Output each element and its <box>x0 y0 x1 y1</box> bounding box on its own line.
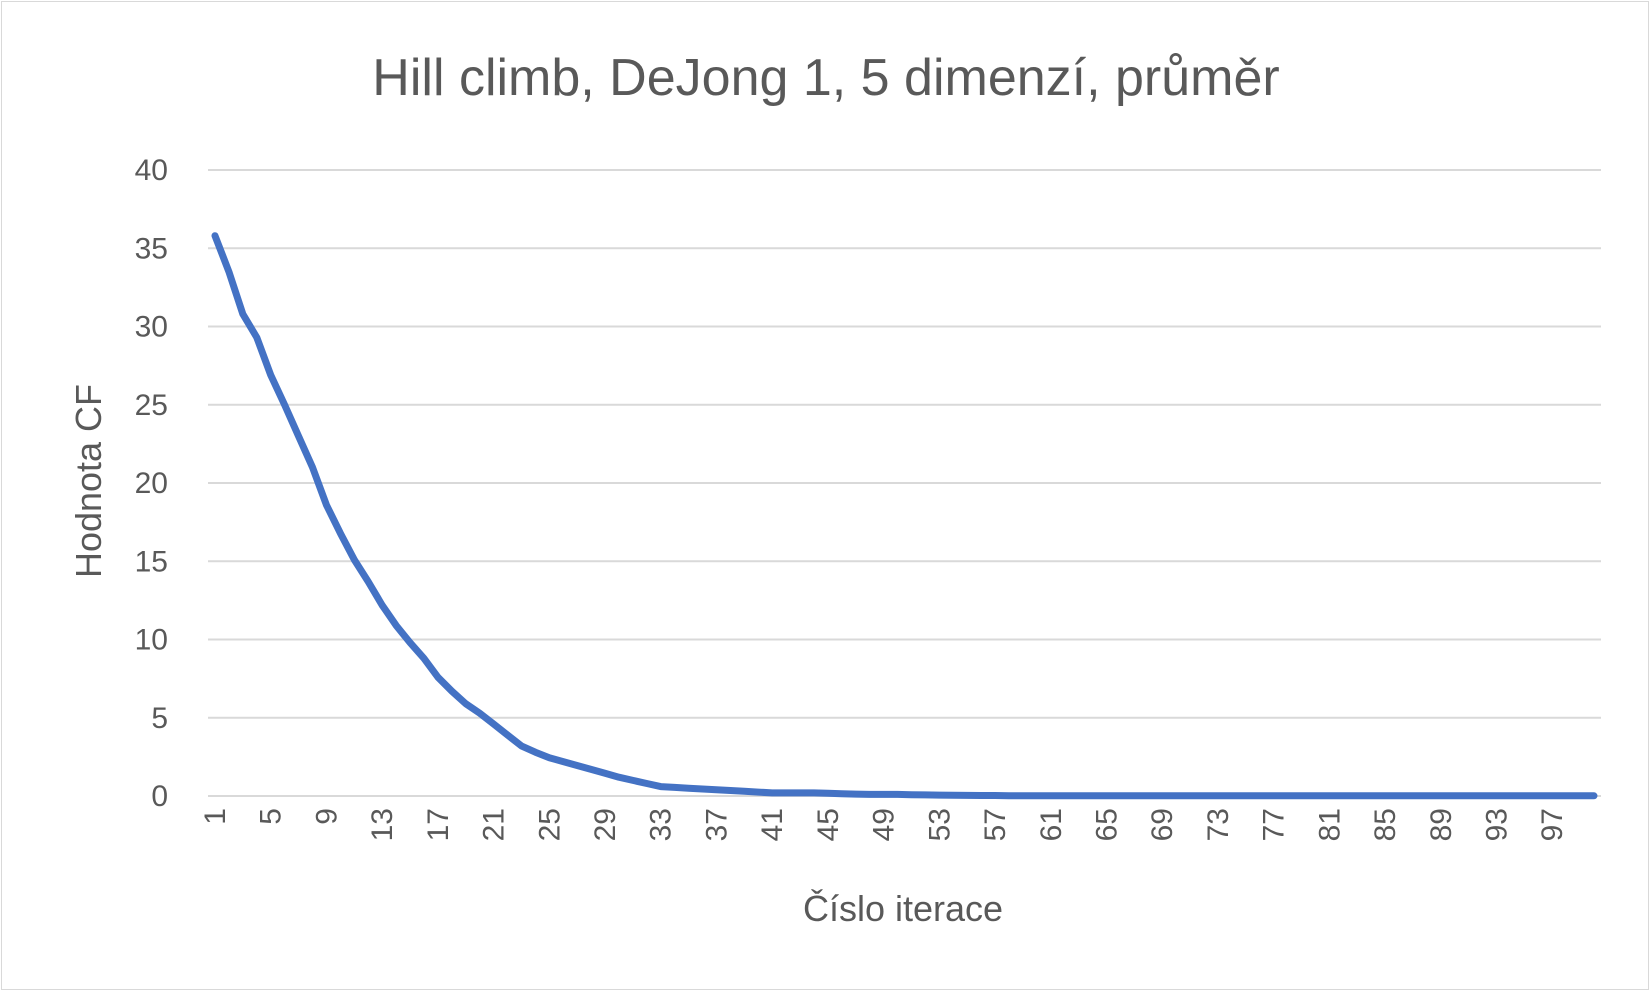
x-tick-label: 69 <box>1146 808 1179 841</box>
x-tick-label: 45 <box>812 808 845 841</box>
x-tick-label: 65 <box>1090 808 1123 841</box>
x-tick-label: 1 <box>199 808 232 825</box>
gridlines <box>208 169 1601 797</box>
x-tick-label: 29 <box>589 808 622 841</box>
y-tick-label: 25 <box>135 389 168 422</box>
y-tick-label: 15 <box>135 545 168 578</box>
x-tick-label: 5 <box>255 808 288 825</box>
x-tick-label: 53 <box>923 808 956 841</box>
y-tick-label: 35 <box>135 232 168 265</box>
x-tick-label: 77 <box>1258 808 1291 841</box>
x-tick-label: 49 <box>868 808 901 841</box>
x-tick-label: 81 <box>1313 808 1346 841</box>
series-line <box>211 232 1598 800</box>
y-axis-title: Hodnota CF <box>68 384 109 578</box>
x-tick-label: 89 <box>1425 808 1458 841</box>
y-tick-label: 20 <box>135 467 168 500</box>
x-tick-label: 93 <box>1481 808 1514 841</box>
x-tick-label: 61 <box>1035 808 1068 841</box>
y-tick-label: 5 <box>151 702 168 735</box>
x-axis-title: Číslo iterace <box>803 888 1003 929</box>
y-axis-ticks: 0 5 10 15 20 25 30 35 40 <box>135 154 168 813</box>
x-tick-label: 9 <box>310 808 343 825</box>
x-tick-label: 97 <box>1536 808 1569 841</box>
x-tick-label: 37 <box>700 808 733 841</box>
y-tick-label: 10 <box>135 624 168 657</box>
x-tick-label: 73 <box>1202 808 1235 841</box>
x-tick-label: 57 <box>979 808 1012 841</box>
chart-title: Hill climb, DeJong 1, 5 dimenzí, průměr <box>372 49 1279 107</box>
x-tick-label: 13 <box>366 808 399 841</box>
x-tick-label: 21 <box>478 808 511 841</box>
series-layer <box>211 232 1598 800</box>
y-tick-label: 40 <box>135 154 168 187</box>
x-tick-label: 25 <box>533 808 566 841</box>
y-tick-label: 30 <box>135 311 168 344</box>
x-tick-label: 41 <box>756 808 789 841</box>
y-tick-label: 0 <box>151 780 168 813</box>
x-axis-ticks: 1 5 9 13 17 21 25 29 33 37 41 45 49 53 57 61 65 69 73 77 81 8… <box>199 808 1569 841</box>
x-tick-label: 17 <box>422 808 455 841</box>
x-tick-label: 85 <box>1369 808 1402 841</box>
x-tick-label: 33 <box>645 808 678 841</box>
